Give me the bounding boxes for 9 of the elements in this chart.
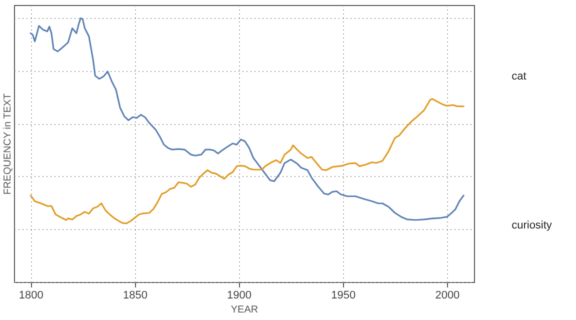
x-tick-label: 2000 bbox=[435, 290, 460, 302]
x-tick-label: 1950 bbox=[331, 290, 356, 302]
x-tick-label: 1800 bbox=[18, 290, 44, 302]
x-tick-label: 1850 bbox=[122, 290, 148, 302]
text: cat bbox=[512, 70, 526, 82]
text: curiosity bbox=[512, 219, 552, 232]
y-axis-title: FREQUENCY in TEXT bbox=[2, 93, 14, 195]
x-axis-title: YEAR bbox=[230, 304, 258, 316]
x-tick-label: 1900 bbox=[227, 290, 252, 302]
